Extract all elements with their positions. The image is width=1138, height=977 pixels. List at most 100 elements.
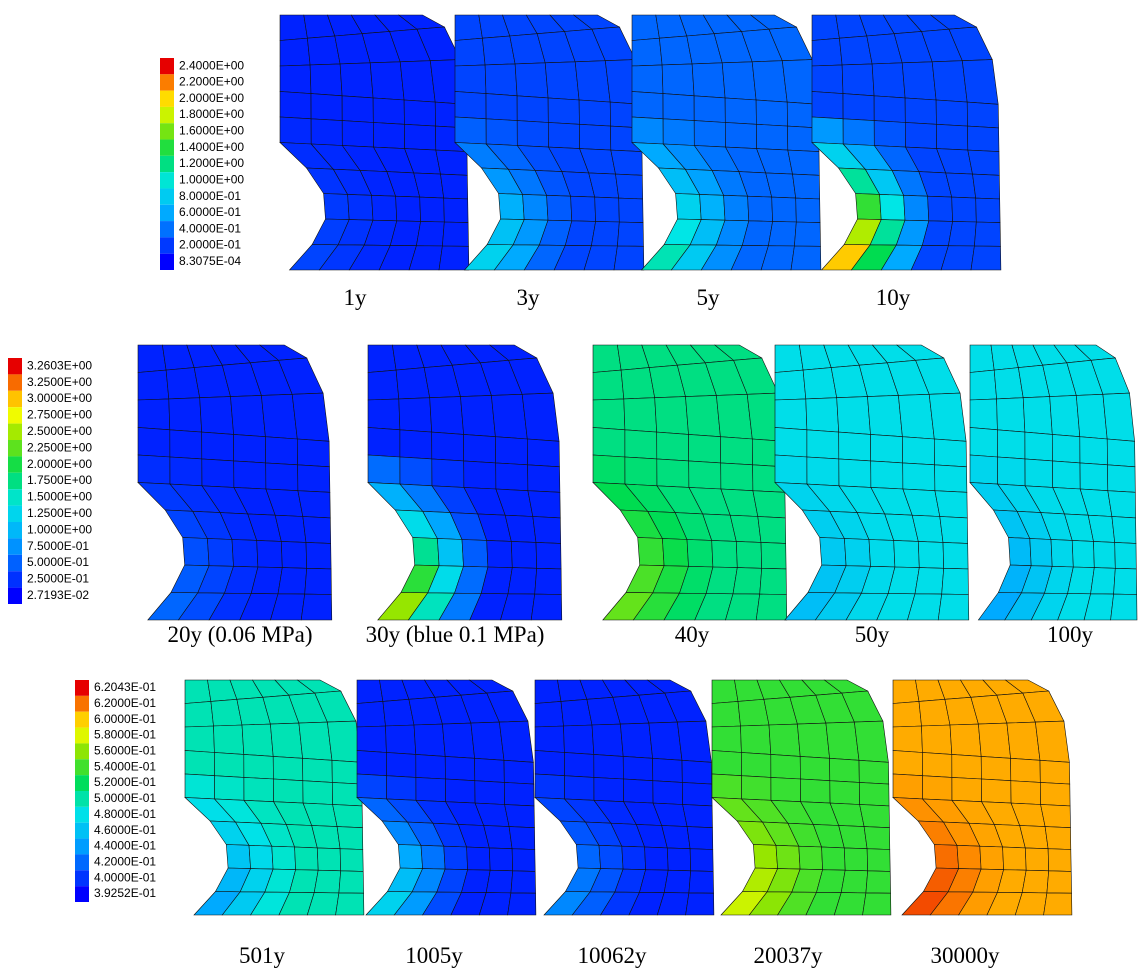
mesh-element [1010, 757, 1041, 783]
mesh-element [686, 539, 714, 568]
mesh-element [806, 456, 840, 487]
mesh-element [313, 869, 342, 894]
mesh-element [527, 464, 561, 493]
legend-label: 6.2043E-01 [94, 680, 156, 694]
legend-swatch [8, 505, 22, 522]
legend-swatch [8, 489, 22, 506]
mesh-element [1107, 464, 1136, 493]
legend-swatch [8, 472, 22, 490]
mesh-element [516, 95, 549, 123]
legend-swatch [75, 822, 89, 839]
mesh-element [372, 122, 405, 149]
legend-swatch [8, 440, 22, 457]
legend-label: 5.0000E-01 [27, 555, 89, 569]
legend-label: 3.9252E-01 [94, 886, 156, 900]
legend-label: 1.8000E+00 [179, 107, 244, 121]
mesh-element [1024, 458, 1054, 488]
mesh-element [618, 197, 644, 223]
mesh-element [265, 462, 299, 492]
mesh-element [652, 780, 683, 805]
legend-swatch [8, 358, 22, 375]
mesh-element [760, 542, 787, 570]
mesh-panel [137, 344, 333, 621]
legend-swatch [8, 423, 22, 440]
mesh-element [213, 724, 245, 755]
mesh-element [435, 149, 468, 176]
mesh-element [510, 870, 536, 894]
mesh-element [199, 396, 234, 435]
mesh-element [1024, 431, 1053, 462]
mesh-element [420, 844, 446, 870]
mesh-element [1022, 396, 1053, 435]
mesh-element [904, 122, 937, 149]
mesh-element [546, 194, 573, 222]
mesh-element [933, 438, 967, 468]
mesh-element [621, 845, 646, 871]
mesh-element [842, 93, 875, 121]
legend-swatch [75, 727, 89, 744]
mesh-element [184, 750, 215, 777]
mesh-element [592, 454, 626, 485]
panel-caption: 5y [697, 285, 721, 310]
mesh-element [937, 593, 970, 621]
mesh-element [740, 724, 772, 755]
mesh-element [310, 118, 343, 146]
legend-swatch [160, 172, 174, 189]
mesh-element [1107, 490, 1136, 519]
mesh-element [811, 116, 844, 145]
mesh-element [460, 395, 496, 438]
mesh-element [413, 723, 446, 757]
legend-swatch [8, 390, 22, 408]
mesh-element [592, 369, 625, 401]
mesh-element [902, 462, 936, 492]
mesh-element [752, 490, 786, 519]
legend-label: 2.4000E+00 [179, 58, 244, 72]
mesh-element [442, 722, 475, 759]
mesh-element [397, 844, 423, 869]
panel-caption: 30y (blue 0.1 MPa) [366, 622, 545, 647]
legend-swatch [8, 587, 22, 604]
mesh-element [526, 438, 560, 468]
mesh-panel [356, 679, 537, 916]
legend-swatch [160, 155, 174, 173]
mesh-element [622, 756, 654, 782]
mesh-element [997, 456, 1026, 487]
mesh-element [800, 778, 831, 804]
mesh-element [522, 194, 549, 221]
mesh-element [184, 725, 215, 753]
mesh-element [297, 490, 331, 519]
mesh-element [688, 434, 722, 464]
legend-label: 1.7500E+00 [27, 473, 92, 487]
mesh-element [623, 778, 654, 804]
mesh-element [332, 804, 363, 829]
mesh-element [593, 754, 624, 780]
mesh-element [511, 848, 536, 872]
mesh-element [248, 844, 274, 870]
mesh-element [854, 720, 889, 763]
mesh-element [972, 173, 1001, 200]
mesh-element [866, 848, 891, 872]
mesh-element [474, 780, 505, 805]
legend-label: 4.0000E-01 [94, 870, 156, 884]
mesh-element [711, 750, 742, 777]
mesh-element [838, 458, 872, 488]
legend-label: 1.5000E+00 [27, 490, 92, 504]
mesh-element [720, 462, 754, 492]
legend-swatch [75, 791, 89, 807]
mesh-element [790, 245, 822, 271]
mesh-element [412, 537, 440, 567]
mesh-element [631, 91, 664, 120]
mesh-element [941, 567, 969, 595]
mesh-element [1047, 848, 1072, 872]
mesh-element [966, 101, 999, 129]
mesh-element [339, 62, 374, 99]
legend-swatch [75, 886, 89, 902]
mesh-element [182, 537, 210, 567]
mesh-element [620, 367, 656, 400]
mesh-element [594, 196, 620, 223]
mesh-element [279, 91, 312, 120]
mesh-element [454, 37, 486, 67]
mesh-element [507, 892, 537, 916]
mesh-element [534, 679, 562, 704]
mesh-element [1039, 759, 1071, 785]
